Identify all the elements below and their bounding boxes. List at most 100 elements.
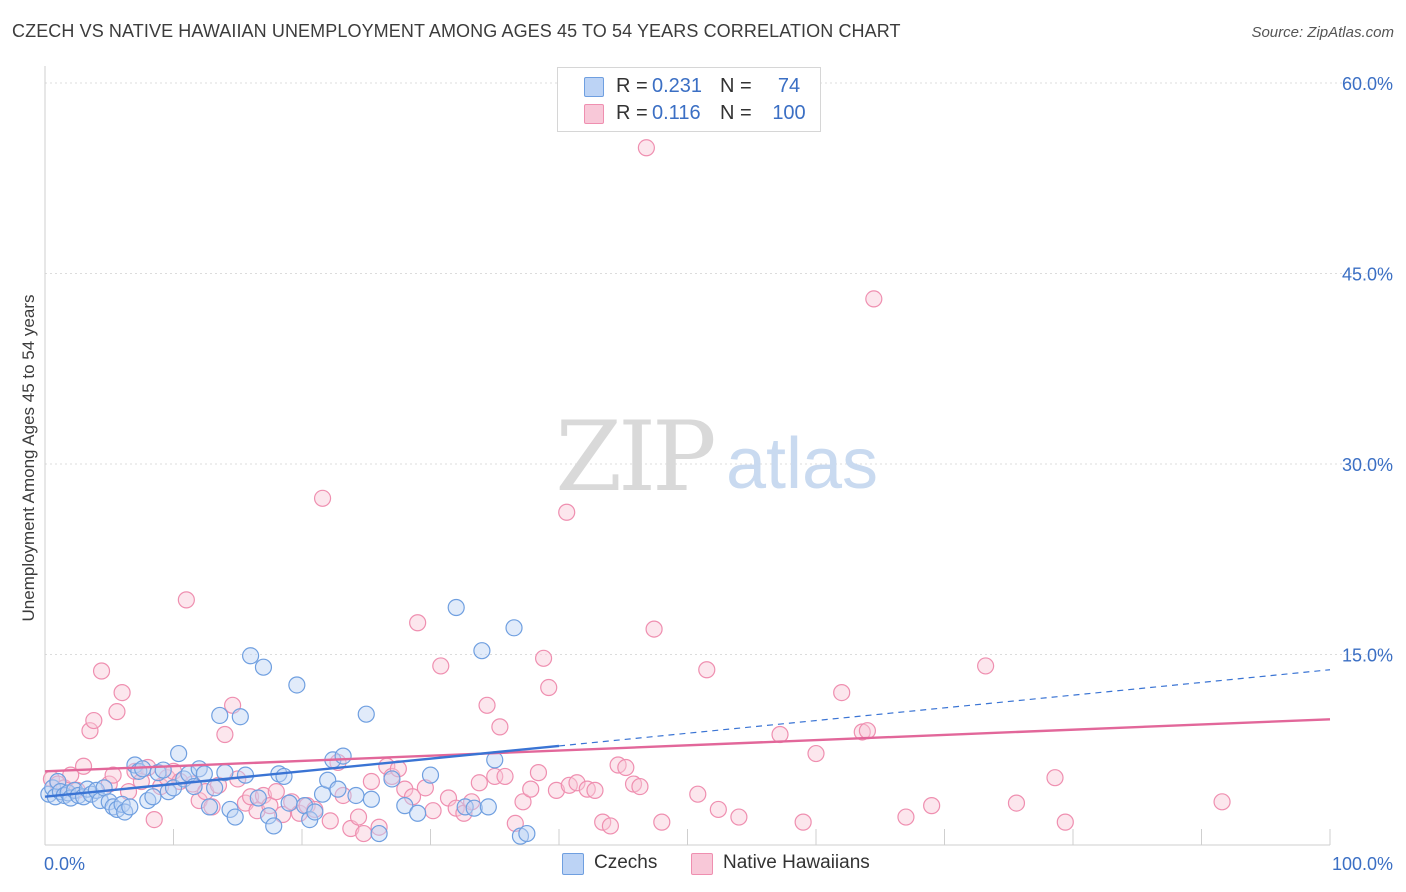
hawaiian-point — [108, 703, 126, 721]
hawaiian-point — [558, 503, 576, 521]
czech-point — [170, 744, 188, 763]
czech-point — [49, 772, 67, 791]
y-tick-label: 45.0% — [1342, 265, 1393, 285]
czech-point — [226, 808, 244, 826]
hawaiian-point — [637, 139, 655, 157]
y-tick-label: 30.0% — [1342, 455, 1393, 475]
hawaiian-point — [730, 808, 748, 826]
hawaiian-point — [807, 744, 825, 763]
czech-point — [288, 676, 306, 694]
czech-point — [154, 761, 172, 779]
legend-r-label: R = — [616, 102, 648, 124]
tick-labels: 15.0% 30.0% 45.0% 60.0% 0.0% 100.0% — [44, 74, 1393, 874]
watermark-atlas: atlas — [726, 424, 878, 504]
hawaiian-point — [1056, 813, 1074, 831]
hawaiian-trend-line — [44, 718, 1331, 773]
legend-n-value-czech: 74 — [777, 75, 801, 97]
czech-point — [479, 798, 497, 816]
hawaiian-point — [216, 725, 234, 744]
czech-point — [334, 747, 352, 765]
hawaiian-point — [833, 683, 851, 702]
hawaiian-point — [698, 661, 716, 679]
czech-point — [259, 807, 278, 825]
czech-point — [456, 798, 474, 816]
czech-point — [409, 804, 427, 822]
hawaiian-point — [858, 722, 877, 740]
hawaiian-point — [81, 722, 99, 740]
legend-swatch-czech — [584, 77, 604, 97]
legend-n-label: N = — [720, 75, 752, 97]
czech-point — [236, 766, 255, 784]
y-tick-label: 60.0% — [1342, 74, 1393, 94]
hawaiian-point — [645, 620, 663, 638]
czech-point — [306, 803, 324, 821]
hawaiian-point — [370, 818, 388, 836]
legend-n-label: N = — [720, 102, 752, 124]
watermark-zip: ZIP — [555, 401, 714, 513]
x-tick-label-min: 0.0% — [44, 854, 85, 874]
hawaiian-point — [534, 649, 553, 667]
hawaiian-point — [1213, 793, 1231, 811]
hawaiian-point — [514, 793, 532, 811]
czech-point — [200, 798, 219, 816]
hawaiian-point — [416, 779, 434, 797]
czech-point — [362, 790, 380, 808]
legend-n-value-hawaiian: 100 — [772, 102, 806, 124]
hawaiian-point — [267, 783, 285, 801]
hawaiian-point — [794, 813, 812, 831]
hawaiian-point — [547, 781, 566, 799]
legend-r-value-czech: 0.231 — [652, 75, 703, 97]
bottom-legend-label-hawaiian: Native Hawaiians — [723, 852, 870, 873]
hawaiian-point — [653, 813, 671, 831]
hawaiian-point — [92, 662, 111, 680]
hawaiian-point — [432, 657, 450, 675]
hawaiian-point — [409, 614, 427, 632]
legend: R = 0.231 N = 74 R = 0.116 N = 100 — [557, 67, 821, 132]
hawaiian-point — [478, 696, 496, 714]
bottom-legend-label-czech: Czechs — [594, 852, 658, 873]
hawaiian-point — [1046, 769, 1064, 787]
hawaiian-point — [977, 657, 995, 675]
hawaiian-point — [74, 757, 93, 775]
czech-point — [447, 598, 465, 617]
czech-point — [370, 824, 388, 843]
czech-point — [231, 708, 249, 726]
czech-point — [518, 824, 536, 843]
hawaiian-point — [923, 797, 941, 815]
hawaiian-point — [568, 774, 586, 792]
watermark: ZIP atlas — [555, 401, 878, 513]
czech-point — [383, 770, 401, 788]
hawaiian-point — [113, 683, 131, 702]
czech-points — [40, 598, 536, 845]
czech-point — [206, 779, 224, 797]
czech-point — [347, 786, 365, 805]
hawaiian-point — [349, 808, 368, 826]
x-tick-label-max: 100.0% — [1332, 854, 1393, 874]
axes — [44, 66, 1331, 846]
hawaiian-point — [355, 824, 373, 843]
czech-point — [121, 798, 139, 816]
hawaiian-point — [586, 781, 604, 799]
hawaiian-point — [594, 813, 612, 831]
hawaiian-point — [496, 767, 514, 786]
source-label: Source: ZipAtlas.com — [1251, 24, 1394, 41]
trend-lines — [44, 669, 1331, 798]
czech-point — [421, 766, 440, 784]
czech-point — [254, 658, 273, 676]
hawaiian-point — [177, 591, 195, 609]
legend-swatch-hawaiian — [584, 104, 604, 124]
hawaiian-point — [689, 785, 707, 803]
legend-r-label: R = — [616, 75, 648, 97]
hawaiian-point — [771, 725, 789, 744]
hawaiian-point — [85, 711, 103, 730]
bottom-legend-swatch-czech — [562, 853, 584, 875]
hawaiian-point — [897, 808, 915, 826]
hawaiian-point — [529, 764, 548, 782]
czech-point — [265, 817, 283, 835]
czech-point — [280, 794, 298, 812]
czech-point — [242, 647, 260, 665]
hawaiian-point — [424, 802, 442, 820]
czech-point — [249, 789, 267, 807]
hawaiian-point — [321, 812, 339, 830]
